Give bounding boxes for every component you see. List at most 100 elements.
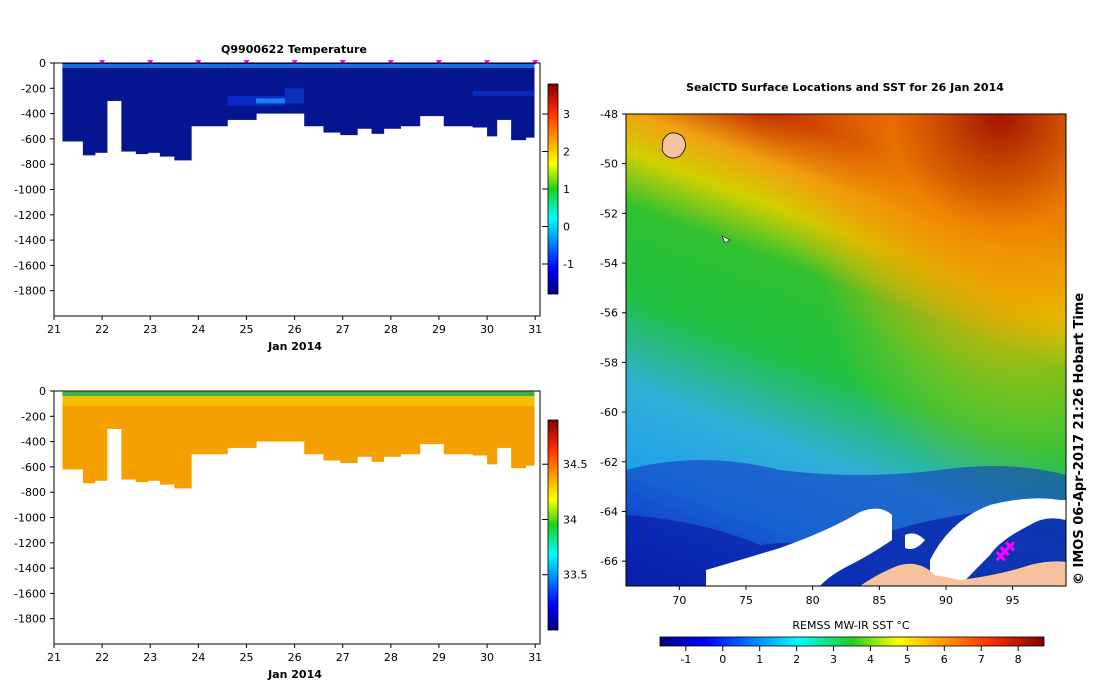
day-tick-label: 30: [480, 323, 494, 336]
halocline-layer: [82, 396, 96, 406]
depth-tick-label: -600: [21, 461, 46, 474]
day-tick-label: 31: [528, 323, 542, 336]
surface-warm-layer: [135, 64, 149, 68]
surface-warm-layer: [525, 64, 535, 68]
surface-warm-layer: [496, 64, 512, 68]
surface-fresh-layer: [159, 392, 175, 396]
latitude-tick-label: -64: [600, 505, 618, 518]
surface-fresh-layer: [82, 392, 96, 396]
depth-tick-label: 0: [39, 385, 46, 398]
surface-warm-layer: [62, 64, 84, 68]
surface-warm-layer: [419, 64, 445, 68]
temperature-profile: [207, 63, 228, 127]
halocline-layer: [284, 396, 305, 406]
temperature-profile: [94, 63, 108, 153]
temperature-xlabel: Jan 2014: [267, 340, 322, 353]
temperature-profile: [159, 63, 175, 157]
sst-colorbar-tick-label: 1: [756, 653, 763, 666]
colorbar-tick-label: 33.5: [563, 569, 588, 582]
halocline-layer: [304, 396, 324, 406]
temperature-profile: [82, 63, 96, 156]
temperature-profile: [174, 63, 192, 161]
surface-fresh-layer: [371, 392, 385, 396]
halocline-layer: [121, 396, 137, 406]
latitude-tick-label: -54: [600, 257, 618, 270]
halocline-layer: [340, 396, 358, 406]
surface-warm-layer: [443, 64, 474, 68]
salinity-profile: [121, 391, 137, 480]
day-tick-label: 24: [191, 323, 205, 336]
sst-colorbar-tick-label: 4: [867, 653, 874, 666]
halocline-layer: [323, 396, 341, 406]
latitude-tick-label: -50: [600, 158, 618, 171]
sst-colorbar-tick-label: 0: [719, 653, 726, 666]
temperature-profile: [340, 63, 358, 136]
temperature-profile: [487, 63, 498, 137]
map-frame: [625, 113, 1067, 587]
temperature-profile: [135, 63, 149, 155]
depth-tick-label: -200: [21, 410, 46, 423]
sst-colorbar-tick-label: 8: [1015, 653, 1022, 666]
surface-fresh-layer: [284, 392, 305, 396]
surface-fresh-layer: [174, 392, 192, 396]
seal-locations: [995, 541, 1016, 562]
halocline-layer: [227, 396, 257, 406]
depth-tick-label: -400: [21, 436, 46, 449]
day-tick-label: 26: [288, 323, 302, 336]
latitude-tick-label: -60: [600, 406, 618, 419]
salinity-profile: [135, 391, 149, 483]
salinity-depth-axis: 0 -200 -400 -600 -800 -1000 -1200 -1400 -1600 -18…: [14, 385, 54, 626]
temperature-profile: [227, 63, 257, 120]
longitude-tick-label: 70: [672, 594, 686, 607]
day-tick-label: 27: [336, 651, 350, 664]
surface-fresh-layer: [400, 392, 421, 396]
temperature-profile: [121, 63, 137, 152]
imos-credit: © IMOS 06-Apr-2017 21:26 Hobart Time: [1072, 293, 1087, 585]
halocline-layer: [472, 396, 488, 406]
halocline-layer: [174, 396, 192, 406]
depth-tick-label: -1200: [14, 537, 46, 550]
surface-fresh-layer: [304, 392, 324, 396]
temperature-profile: [419, 63, 445, 117]
halocline-layer: [383, 396, 401, 406]
surface-warm-layer: [400, 64, 421, 68]
surface-warm-layer: [511, 64, 527, 68]
temperature-profile: [400, 63, 421, 127]
antarctic-land: [860, 561, 1066, 586]
salinity-profile: [207, 391, 228, 455]
sst-colorbar-tick-label: 2: [793, 653, 800, 666]
depth-tick-label: -1600: [14, 587, 46, 600]
depth-tick-label: -1400: [14, 562, 46, 575]
salinity-colorbar-ticks: 34.5 34 33.5: [542, 458, 588, 582]
surface-fresh-layer: [62, 392, 84, 396]
salinity-profile: [323, 391, 341, 461]
colorbar-tick-label: 2: [563, 146, 570, 159]
depth-tick-label: -200: [21, 82, 46, 95]
latitude-tick-label: -62: [600, 456, 618, 469]
surface-warm-layer: [323, 64, 341, 68]
sea-ice-mask: [706, 498, 1066, 586]
day-tick-label: 24: [191, 651, 205, 664]
kerguelen-island: [661, 132, 686, 159]
sst-colorbar-tick-label: 5: [904, 653, 911, 666]
surface-fresh-layer: [487, 392, 498, 396]
colorbar-tick-label: 34: [563, 513, 577, 526]
salinity-profile: [304, 391, 324, 455]
surface-warm-layer: [94, 64, 108, 68]
day-tick-label: 30: [480, 651, 494, 664]
surface-fresh-layer: [256, 392, 286, 396]
temperature-profile: [357, 63, 373, 129]
salinity-profile: [340, 391, 358, 464]
halocline-layer: [443, 396, 474, 406]
surface-fresh-layer: [121, 392, 137, 396]
salinity-profile: [383, 391, 401, 457]
depth-tick-label: -1000: [14, 512, 46, 525]
salinity-profile: [357, 391, 373, 457]
map-latitude-axis: -48 -50 -52 -54 -56 -58 -60 -62 -64 -66: [600, 108, 626, 568]
colorbar-tick-label: 0: [563, 221, 570, 234]
halocline-layer: [371, 396, 385, 406]
salinity-profile: [94, 391, 108, 481]
sst-colorbar-tick-label: 3: [830, 653, 837, 666]
salinity-profile: [525, 391, 535, 466]
